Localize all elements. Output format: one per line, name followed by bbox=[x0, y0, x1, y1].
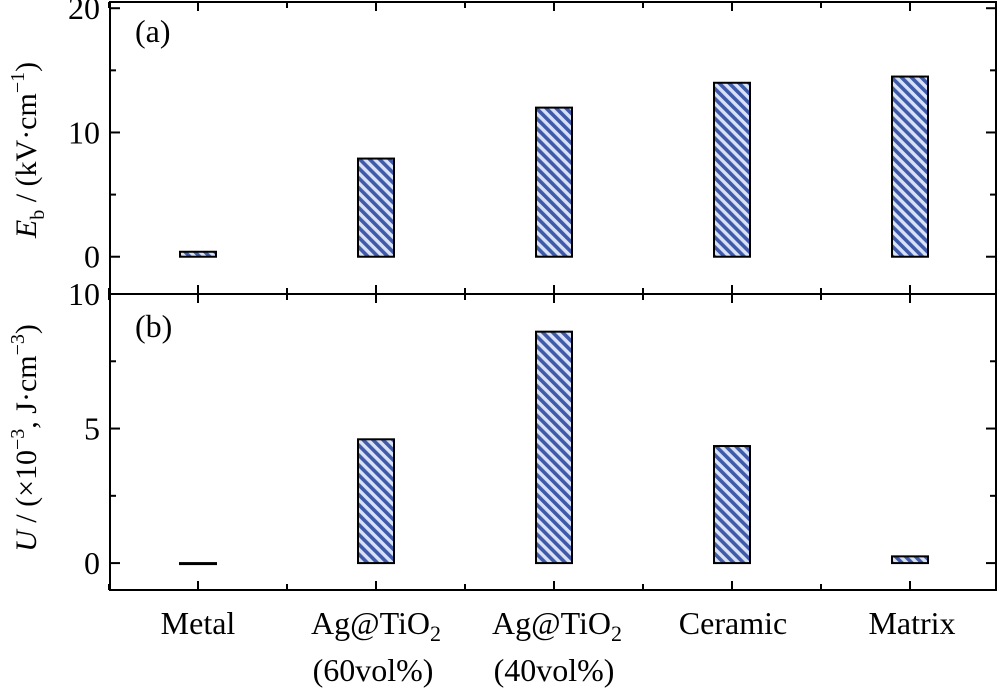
y-tick-label: 20 bbox=[68, 0, 100, 26]
y-axis-title-a-sub: b bbox=[27, 210, 49, 220]
x-label-agtio2-60: Ag@TiO2 bbox=[311, 605, 441, 646]
bar-a-metal bbox=[179, 250, 217, 258]
y-tick-label: 10 bbox=[68, 276, 100, 312]
y-tick-label: 5 bbox=[84, 411, 100, 447]
bars bbox=[179, 75, 929, 566]
bar-a-ag-tio2-60vol bbox=[357, 157, 395, 258]
bar-b-metal bbox=[179, 562, 217, 566]
y-axis-title-a-close: ) bbox=[10, 62, 43, 72]
y-axis-title-b-close: , J·cm bbox=[10, 355, 43, 428]
y-tick-label: 0 bbox=[84, 239, 100, 275]
panel-b-label: (b) bbox=[135, 308, 172, 344]
bar-b-ceramic bbox=[713, 445, 751, 565]
x-label-agtio2-40: Ag@TiO2 bbox=[492, 605, 622, 646]
bar-a-matrix bbox=[891, 75, 929, 258]
y-tick-label: 10 bbox=[68, 114, 100, 150]
x-label-metal: Metal bbox=[161, 605, 236, 641]
y-axis-title-a-units: / (kV·cm bbox=[10, 93, 43, 210]
y-axis-title-b-exp: −3 bbox=[7, 429, 29, 450]
x-label-matrix: Matrix bbox=[868, 605, 955, 641]
y-axis-title-b-close2: ) bbox=[10, 324, 43, 334]
y-axis-title-b: U / (×10−3, J·cm−3) bbox=[7, 324, 43, 552]
y-axis-title-b-exp2: −3 bbox=[7, 334, 29, 355]
x-label-agtio2-40-line2: (40vol%) bbox=[494, 652, 615, 688]
axis-ticks bbox=[108, 2, 996, 590]
y-tick-label: 0 bbox=[84, 545, 100, 581]
x-label-ceramic: Ceramic bbox=[679, 605, 787, 641]
bar-a-ceramic bbox=[713, 81, 751, 258]
bar-a-ag-tio2-40vol bbox=[535, 106, 573, 258]
panel-a-label: (a) bbox=[135, 13, 171, 49]
y-axis-title-b-units: / (×10 bbox=[10, 450, 43, 530]
x-label-agtio2-60-line2: (60vol%) bbox=[313, 652, 434, 688]
y-axis-title-a-var: E bbox=[10, 220, 43, 239]
y-axis-title-a: Eb / (kV·cm−1) bbox=[7, 62, 49, 239]
bar-b-matrix bbox=[891, 555, 929, 565]
y-axis-title-a-exp: −1 bbox=[7, 72, 29, 93]
bar-b-ag-tio2-40vol bbox=[535, 330, 573, 565]
y-axis-title-b-var: U bbox=[10, 528, 43, 552]
bar-b-ag-tio2-60vol bbox=[357, 438, 395, 565]
